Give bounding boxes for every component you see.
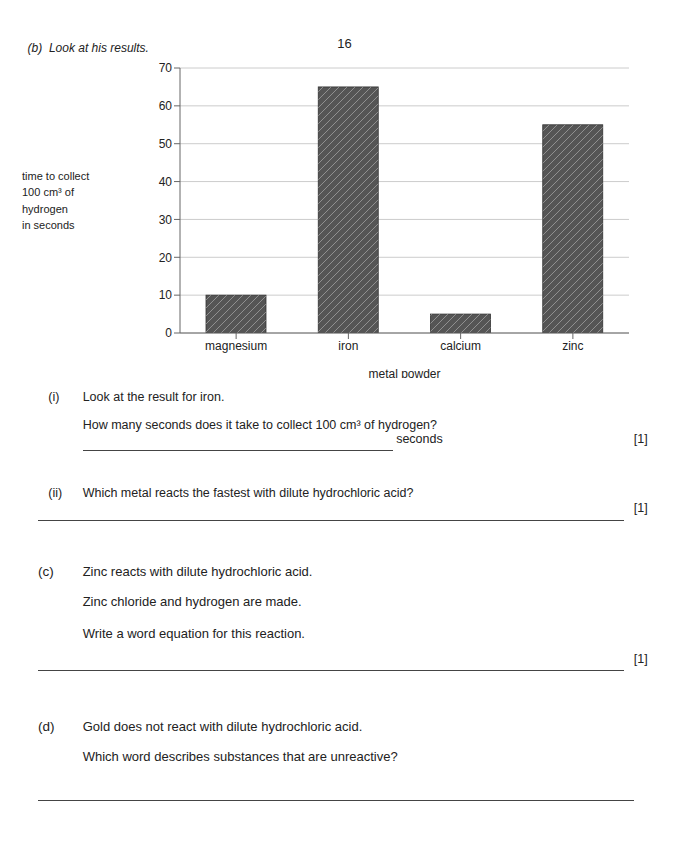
html-text:Zinc reacts with dilute hydroc: Zinc reacts with dilute hydrochloric aci…: [82, 563, 313, 579]
html-text:Which word describes substance: Which word describes substances that are…: [82, 748, 398, 764]
html-text:[1]: [1]: [633, 501, 648, 516]
html-text:(b) Look at his results.: (b) Look at his results.: [27, 40, 149, 55]
html-text:Write a word equation for this: Write a word equation for this reaction.: [82, 625, 305, 641]
html-text:Which metal reacts the fastest: Which metal reacts the fastest with dilu…: [82, 485, 414, 500]
html-text:Gold does not react with dilut: Gold does not react with dilute hydrochl…: [82, 719, 363, 735]
svg-text:60: 60: [159, 99, 173, 113]
html-text:Zinc chloride and hydrogen are: Zinc chloride and hydrogen are made.: [82, 593, 302, 609]
html-text:(i): (i): [48, 390, 60, 405]
svg-text:zinc: zinc: [562, 339, 583, 353]
svg-text:magnesium: magnesium: [205, 339, 267, 353]
html-text:[1]: [1]: [633, 651, 648, 666]
svg-text:70: 70: [159, 61, 173, 75]
html-text:16: 16: [337, 35, 352, 51]
svg-text:iron: iron: [338, 339, 358, 353]
svg-text:metal powder: metal powder: [368, 367, 440, 378]
html-text:[1]: [1]: [633, 431, 648, 446]
svg-text:0: 0: [165, 326, 172, 340]
svg-text:50: 50: [159, 137, 173, 151]
html-text:time to collect 100 cm³ of hyd: time to collect 100 cm³ of hydrogen in s…: [22, 169, 90, 231]
html-text:Look at the result for iron.: Look at the result for iron.: [82, 390, 225, 405]
html-text:(ii): (ii): [48, 485, 63, 500]
html-text:How many seconds does it take: How many seconds does it take to collect…: [82, 418, 437, 433]
html-text:(d): (d): [37, 719, 55, 735]
svg-text:calcium: calcium: [440, 339, 481, 353]
svg-text:30: 30: [159, 213, 173, 227]
html-text:seconds: seconds: [396, 431, 443, 446]
svg-text:40: 40: [159, 175, 173, 189]
svg-text:20: 20: [159, 251, 173, 265]
html-text:(c): (c): [37, 563, 54, 579]
svg-text:10: 10: [159, 288, 173, 302]
